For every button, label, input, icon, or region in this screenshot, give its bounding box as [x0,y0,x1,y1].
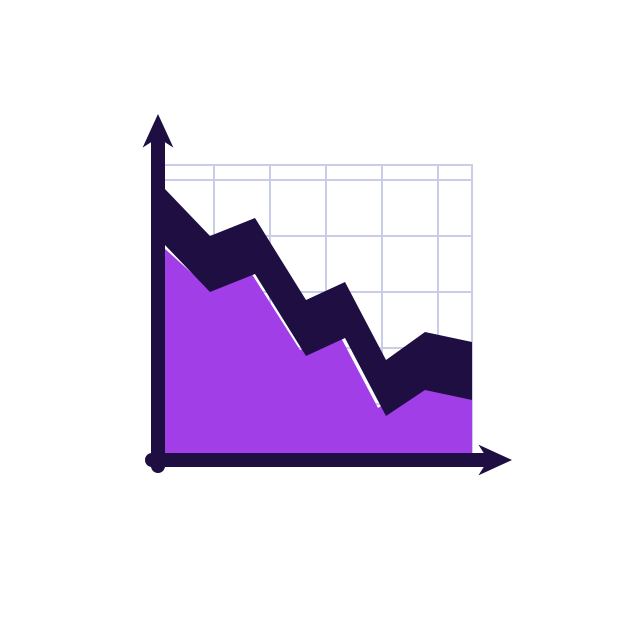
chart-svg [0,0,626,626]
declining-area-chart-icon [0,0,626,626]
